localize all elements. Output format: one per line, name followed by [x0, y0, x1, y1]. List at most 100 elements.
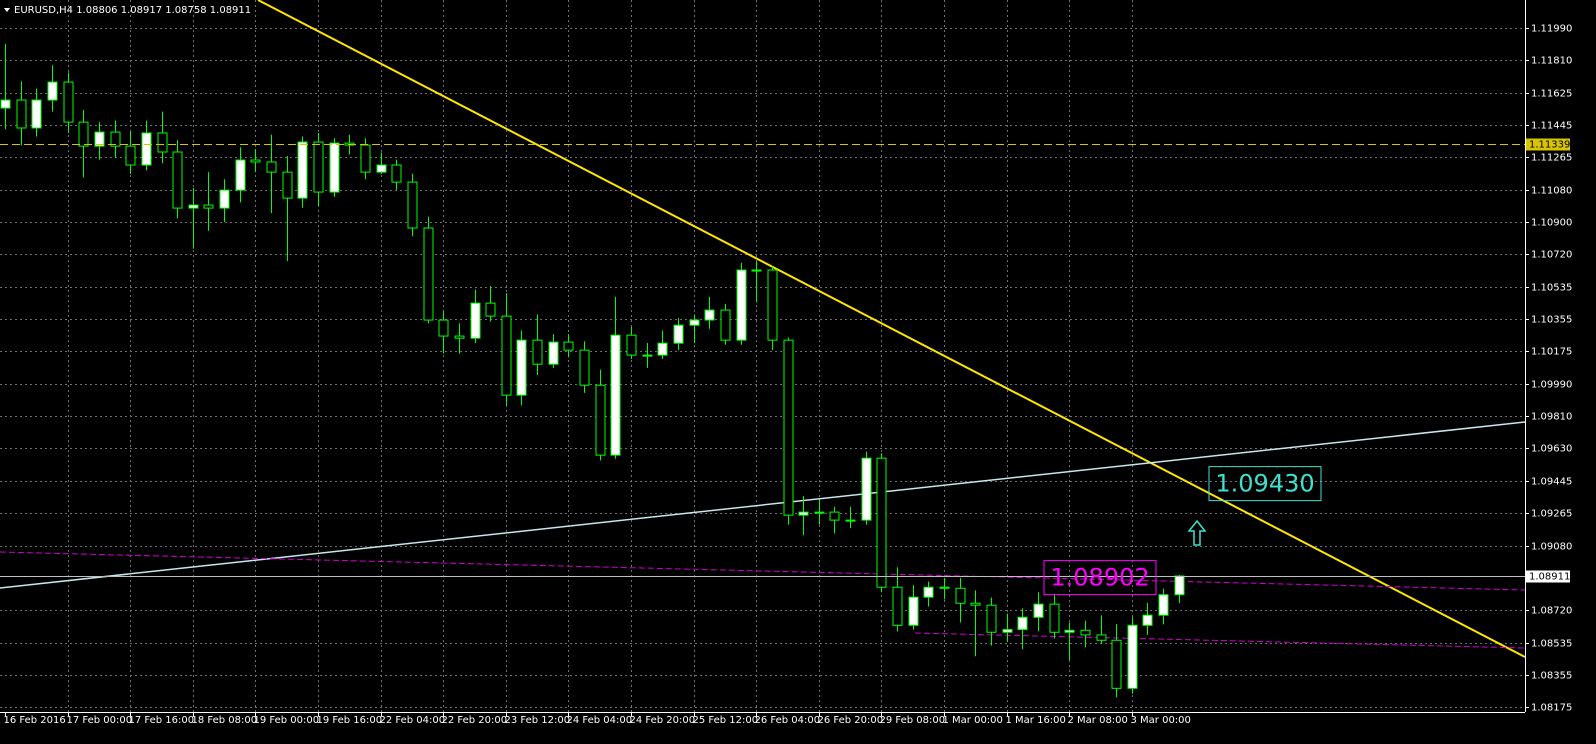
x-tick-label: 25 Feb 12:00	[693, 715, 759, 726]
price-tag	[1526, 570, 1570, 583]
arrow-up	[1187, 519, 1207, 546]
candle-body	[188, 204, 199, 209]
candle-body	[610, 334, 621, 456]
candle-body	[986, 604, 997, 633]
candle-body	[1080, 629, 1091, 636]
candle-body	[141, 132, 152, 166]
candle-body	[157, 132, 168, 153]
candle-body	[939, 586, 950, 589]
candle-body	[736, 269, 747, 341]
candle-body	[110, 131, 121, 147]
y-tick-label: 1.09445	[1531, 477, 1572, 488]
x-tick-label: 18 Feb 08:00	[192, 715, 258, 726]
candle-body	[1127, 624, 1138, 689]
candle-body	[63, 81, 74, 123]
candle-body	[720, 309, 731, 341]
candle-body	[360, 144, 371, 173]
y-tick-label: 1.10355	[1531, 315, 1572, 326]
candle-body	[16, 99, 27, 129]
overlay: 1.09430 1.08902	[0, 144, 1525, 596]
price-tag-label: 1.11339	[1529, 140, 1570, 151]
x-tick-label: 1 Mar 16:00	[1006, 715, 1066, 726]
candle-body	[391, 164, 402, 183]
y-tick-label: 1.09630	[1531, 444, 1572, 455]
candle-body	[172, 151, 183, 209]
candle-body	[1111, 639, 1122, 689]
annotation-label: 1.08902	[1050, 564, 1149, 592]
candle-body	[955, 587, 966, 604]
x-tick-label: 24 Feb 04:00	[567, 715, 633, 726]
x-tick-label: 1 Mar 00:00	[943, 715, 1003, 726]
y-tick-label: 1.10535	[1531, 283, 1572, 294]
candle-body	[861, 457, 872, 521]
candle-body	[1064, 629, 1075, 633]
trend-line	[0, 421, 1526, 589]
candle-body	[47, 81, 58, 101]
x-tick-label: 24 Feb 20:00	[630, 715, 696, 726]
candle-body	[0, 99, 11, 109]
menu-triangle	[4, 8, 10, 12]
y-tick-label: 1.08175	[1531, 703, 1572, 714]
candle-body	[313, 141, 324, 193]
x-tick-label: 26 Feb 04:00	[755, 715, 821, 726]
candle-body	[579, 349, 590, 386]
candle-body	[829, 511, 840, 521]
y-tick-label: 1.08720	[1531, 606, 1572, 617]
candle-body	[1033, 603, 1044, 618]
candle-body	[78, 121, 89, 147]
y-tick-label: 1.11080	[1531, 186, 1572, 197]
y-tick-label: 1.08355	[1531, 671, 1572, 682]
x-tick-label: 22 Feb 04:00	[380, 715, 446, 726]
candle-body	[657, 342, 668, 356]
candle-body	[970, 602, 981, 606]
candle-body	[266, 161, 277, 173]
candle-body	[1174, 575, 1185, 596]
annotation-box	[1208, 466, 1322, 502]
candle-body	[423, 227, 434, 321]
x-tick-label: 2 Mar 08:00	[1068, 715, 1128, 726]
candle-body	[595, 384, 606, 456]
candle-body	[1049, 603, 1060, 633]
candle-body	[438, 319, 449, 337]
y-tick-label: 1.10175	[1531, 347, 1572, 358]
annotation-label: 1.09430	[1215, 470, 1314, 498]
y-tick-label: 1.09810	[1531, 412, 1572, 423]
candle-body	[642, 354, 653, 357]
y-tick-label: 1.09990	[1531, 380, 1572, 391]
candle-body	[94, 131, 105, 147]
x-tick-label: 26 Feb 20:00	[818, 715, 884, 726]
candle-body	[297, 141, 308, 199]
candle-body	[1017, 616, 1028, 631]
price-tag-label: 1.08911	[1529, 572, 1570, 583]
candle-body	[454, 335, 465, 339]
trend-line	[0, 551, 1526, 591]
candle-body	[470, 302, 481, 339]
y-tick-label: 1.11625	[1531, 89, 1572, 100]
price-tag	[1526, 138, 1570, 151]
x-tick-label: 17 Feb 16:00	[129, 715, 195, 726]
y-tick-label: 1.10720	[1531, 250, 1572, 261]
candle-body	[31, 99, 42, 129]
y-tick-label: 1.09265	[1531, 509, 1572, 520]
y-tick-label: 1.11265	[1531, 153, 1572, 164]
y-tick-label: 1.11810	[1531, 56, 1572, 67]
candle-body	[563, 341, 574, 351]
candle-body	[125, 145, 136, 166]
x-tick-label: 23 Feb 12:00	[505, 715, 571, 726]
candle-body	[626, 334, 637, 356]
candle-body	[814, 511, 825, 514]
candle-body	[892, 586, 903, 626]
y-tick-label: 1.10900	[1531, 218, 1572, 229]
candle-body	[501, 315, 512, 396]
candle-body	[1002, 629, 1013, 633]
candle-body	[1158, 594, 1169, 616]
y-tick-label: 1.08535	[1531, 639, 1572, 650]
candle-body	[282, 171, 293, 199]
candle-body	[485, 302, 496, 317]
x-tick-label: 16 Feb 2016	[4, 715, 66, 726]
candle-body	[923, 586, 934, 598]
x-tick-label: 19 Feb 00:00	[254, 715, 320, 726]
candle-body	[376, 164, 387, 173]
